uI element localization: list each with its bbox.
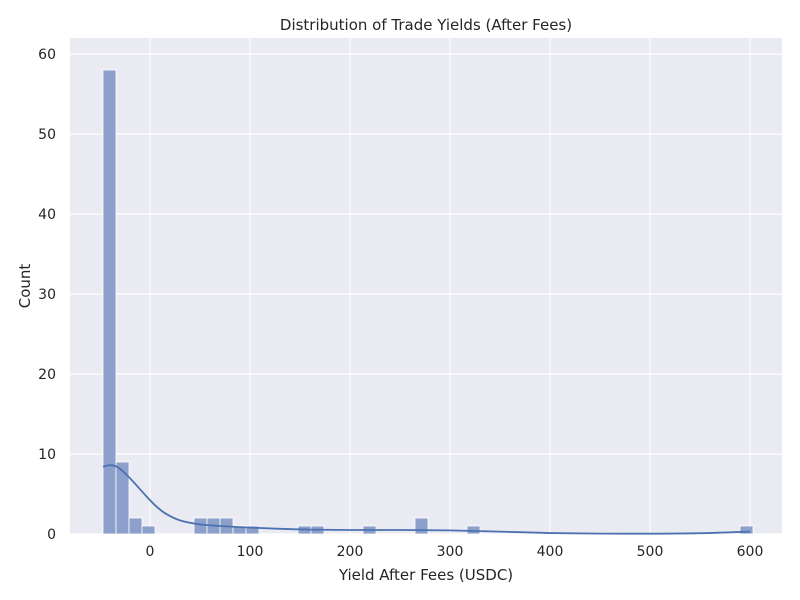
plot-area [70,38,782,534]
x-tick-label: 500 [637,544,664,560]
x-tick-label: 600 [737,544,764,560]
kde-curve [102,464,751,535]
x-tick-label: 300 [437,544,464,560]
y-tick-label: 50 [38,127,56,143]
kde-curve-layer [102,464,751,535]
x-tick-label: 200 [337,544,364,560]
y-tick-labels: 0 10 20 30 40 50 60 [38,47,56,543]
histogram-bar [115,461,130,535]
y-tick-label: 20 [38,367,56,383]
grid-lines [70,38,782,535]
histogram-bar [128,517,143,535]
y-tick-label: 60 [38,47,56,63]
x-tick-labels: 0 100 200 300 400 500 600 [146,544,764,560]
x-axis-label: Yield After Fees (USDC) [338,566,513,584]
chart-title: Distribution of Trade Yields (After Fees… [280,16,572,34]
histogram-bar [739,525,754,535]
y-tick-label: 10 [38,447,56,463]
histogram-bar [193,517,208,535]
y-tick-label: 0 [47,527,56,543]
x-tick-label: 400 [537,544,564,560]
histogram-bar [414,517,429,535]
histogram-bar [141,525,156,535]
x-tick-label: 100 [237,544,264,560]
x-tick-label: 0 [146,544,155,560]
histogram-bar [102,69,117,535]
histogram-bar [245,525,260,535]
y-tick-label: 40 [38,207,56,223]
y-axis-label: Count [16,264,34,309]
y-tick-label: 30 [38,287,56,303]
